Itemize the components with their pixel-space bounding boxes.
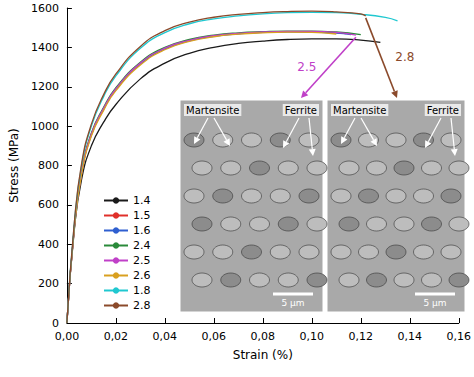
svg-text:1400: 1400 [31,41,59,54]
svg-text:1000: 1000 [31,120,59,133]
svg-text:Stress (MPa): Stress (MPa) [7,128,21,202]
svg-text:5 µm: 5 µm [423,298,446,308]
svg-text:0,10: 0,10 [300,330,325,343]
svg-text:1200: 1200 [31,80,59,93]
svg-text:Strain (%): Strain (%) [233,348,293,362]
svg-text:600: 600 [38,198,59,211]
svg-text:Ferrite: Ferrite [427,105,459,116]
svg-text:5 µm: 5 µm [281,298,304,308]
svg-text:200: 200 [38,277,59,290]
svg-text:0,12: 0,12 [349,330,374,343]
svg-text:0: 0 [52,317,59,330]
svg-text:Ferrite: Ferrite [285,105,317,116]
svg-text:2.5: 2.5 [133,254,151,267]
svg-text:1.4: 1.4 [133,194,151,207]
svg-text:Martensite: Martensite [186,105,239,116]
svg-text:Martensite: Martensite [333,105,386,116]
svg-text:0,08: 0,08 [251,330,276,343]
svg-text:1.8: 1.8 [133,284,151,297]
svg-text:0,14: 0,14 [398,330,423,343]
svg-text:1600: 1600 [31,2,59,15]
svg-text:2.8: 2.8 [133,299,151,312]
svg-text:2.4: 2.4 [133,239,151,252]
svg-text:0,16: 0,16 [447,330,472,343]
svg-text:800: 800 [38,159,59,172]
svg-text:1.6: 1.6 [133,224,151,237]
svg-text:2.5: 2.5 [297,60,316,74]
svg-text:0,06: 0,06 [202,330,227,343]
svg-text:0,02: 0,02 [104,330,129,343]
svg-text:2.6: 2.6 [133,269,151,282]
svg-text:2.8: 2.8 [395,50,414,64]
svg-text:0,00: 0,00 [55,330,80,343]
svg-text:400: 400 [38,238,59,251]
svg-text:1.5: 1.5 [133,209,151,222]
svg-text:0,04: 0,04 [153,330,178,343]
